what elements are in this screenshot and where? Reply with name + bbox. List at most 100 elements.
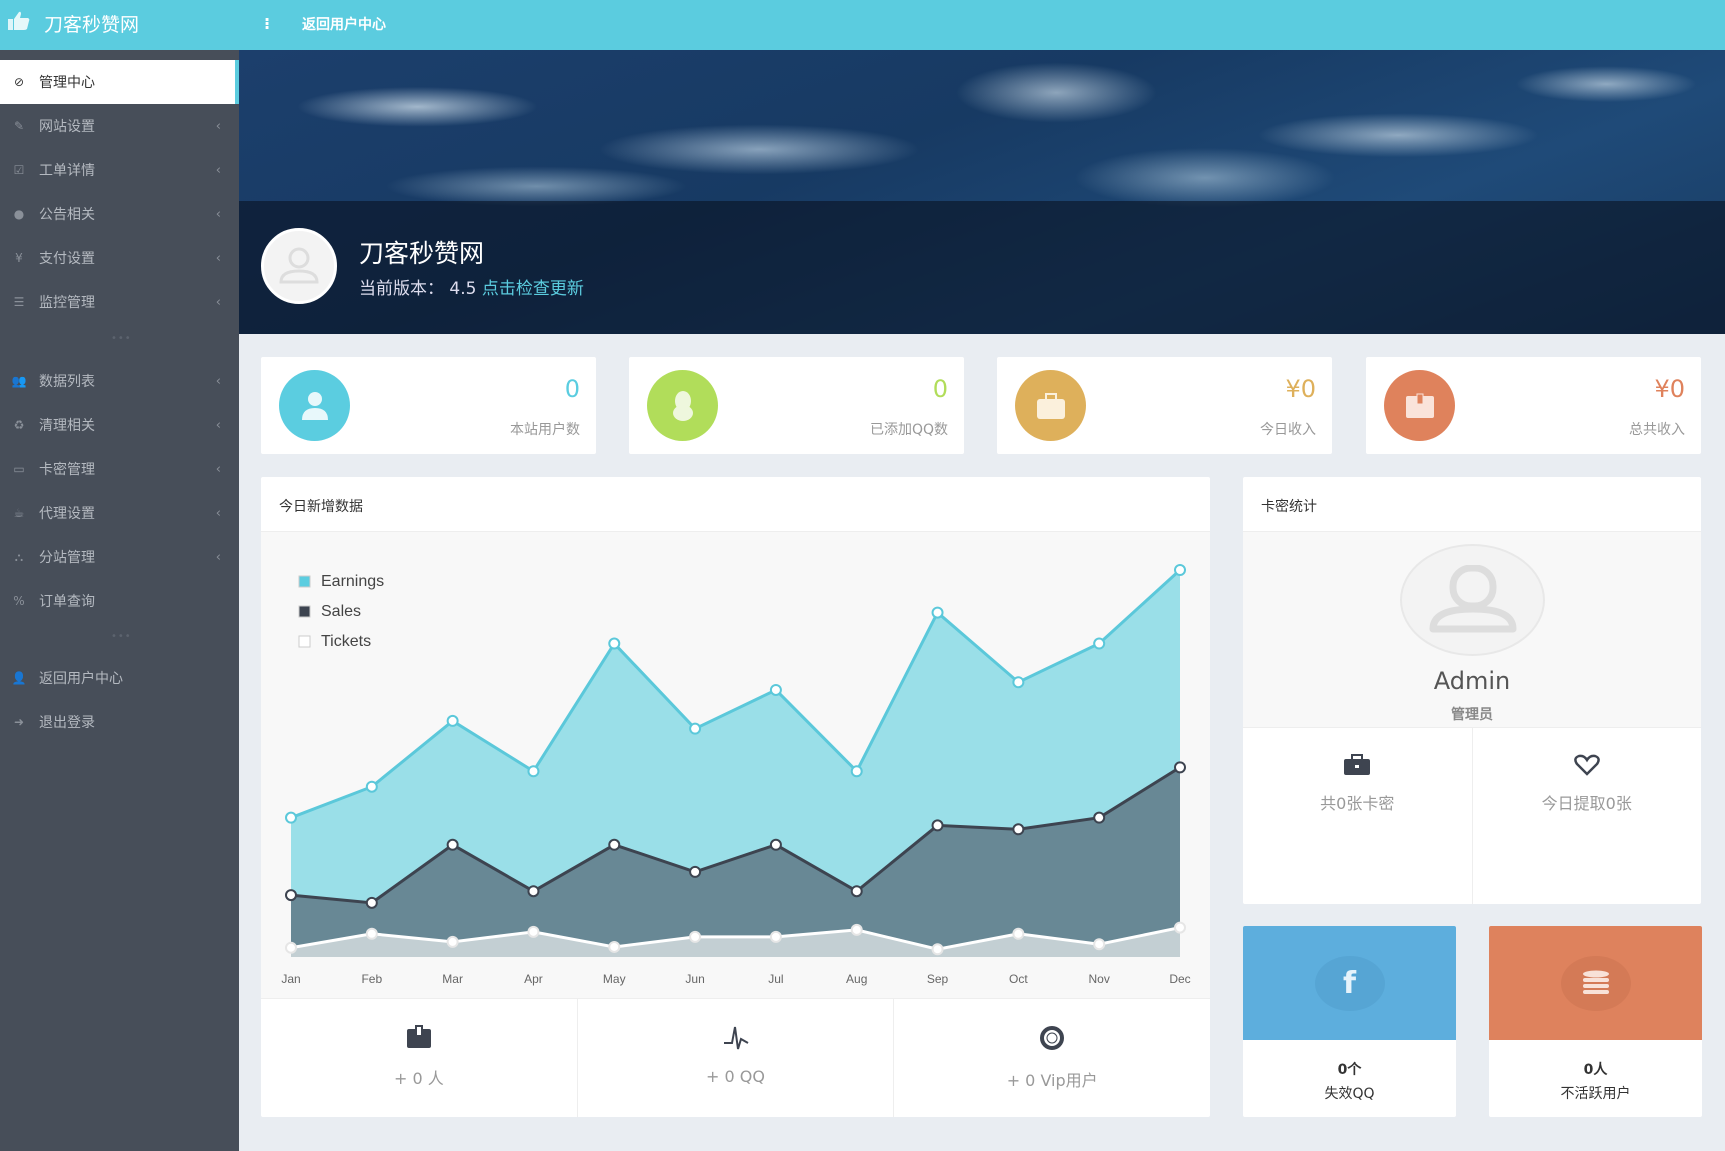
sidebar-item-label: 管理中心 [39, 75, 95, 91]
stat-card-users: 0 本站用户数 [261, 357, 596, 454]
coffee-icon: ☕ [13, 506, 25, 520]
sidebar-item-logout[interactable]: ➜ 退出登录 [0, 700, 239, 744]
compass-icon: ⊘ [13, 75, 25, 89]
sidebar-item-tickets[interactable]: ☑ 工单详情 ‹ [0, 148, 239, 192]
stat-value: 0 [564, 375, 580, 403]
sidebar-item-data-list[interactable]: 👥 数据列表 ‹ [0, 359, 239, 403]
x-tick-label: Nov [1089, 972, 1110, 986]
x-tick-label: Jul [768, 972, 783, 986]
card-stats: 共0张卡密 今日提取0张 [1243, 728, 1701, 904]
credit-card-icon: ▭ [13, 462, 25, 476]
stat-label: + 0 人 [393, 1069, 444, 1088]
stat-label: + 0 QQ [706, 1067, 765, 1086]
point-tickets-dec [1174, 921, 1186, 934]
sidebar-item-user-center[interactable]: 👤 返回用户中心 [0, 656, 239, 700]
panel-title: 卡密统计 [1243, 477, 1701, 532]
x-tick-label: Jan [281, 972, 300, 986]
x-tick-label: Apr [524, 972, 543, 986]
line-sales [290, 766, 1181, 905]
facebook-icon: f [1314, 955, 1385, 1011]
check-update-link[interactable]: 点击检查更新 [481, 279, 584, 299]
sidebar-item-label: 工单详情 [39, 163, 95, 179]
site-avatar [261, 228, 337, 304]
admin-name: Admin [1433, 667, 1511, 695]
sidebar-item-label: 代理设置 [39, 506, 95, 522]
sidebar-item-site-settings[interactable]: ✎ 网站设置 ‹ [0, 104, 239, 148]
admin-avatar [1400, 544, 1545, 656]
sidebar: ⊘ 管理中心 ✎ 网站设置 ‹ ☑ 工单详情 ‹ ● 公告相关 ‹ ¥ 支付设置 ‹ ☰ 监控管理 ‹… [0, 50, 239, 1151]
sidebar-item-label: 网站设置 [39, 119, 95, 135]
version-label: 当前版本： [359, 279, 444, 299]
stat-card-total-income: ¥0 总共收入 [1366, 357, 1701, 454]
divider-dots: ••• [111, 631, 132, 642]
divider-dots: ••• [111, 333, 132, 344]
point-sales-feb [365, 896, 378, 909]
stat-label: 本站用户数 [510, 422, 580, 438]
point-earnings-mar [446, 714, 459, 727]
top-header: 刀客秒赞网 ⁝ 返回用户中心 [0, 0, 1725, 50]
tile-count: 0个 [1337, 1062, 1362, 1078]
sidebar-item-announcements[interactable]: ● 公告相关 ‹ [0, 192, 239, 236]
point-earnings-jun [689, 722, 702, 735]
legend-swatch [298, 575, 311, 588]
tile-label: 失效QQ [1324, 1086, 1375, 1102]
sidebar-item-label: 公告相关 [39, 207, 95, 223]
point-earnings-sep [931, 606, 944, 619]
sidebar-item-label: 清理相关 [39, 418, 95, 434]
point-sales-may [608, 838, 621, 851]
stat-card-qq: 0 已添加QQ数 [629, 357, 964, 454]
admin-role: 管理员 [1451, 707, 1493, 723]
recycle-icon: ♻ [13, 418, 25, 432]
sidebar-item-agents[interactable]: ☕ 代理设置 ‹ [0, 491, 239, 535]
sidebar-item-label: 退出登录 [39, 715, 95, 731]
point-earnings-nov [1093, 637, 1106, 650]
point-sales-apr [527, 885, 540, 898]
legend-swatch [298, 605, 311, 618]
sign-out-icon: ➜ [13, 715, 25, 729]
new-qq-stat: + 0 QQ [578, 999, 895, 1117]
point-sales-nov [1093, 811, 1106, 824]
users-icon: 👥 [11, 374, 27, 388]
legend-swatch [298, 635, 311, 648]
database-icon [1560, 955, 1631, 1011]
x-tick-label: Jun [685, 972, 704, 986]
sidebar-item-orders[interactable]: % 订单查询 [0, 579, 239, 623]
profile-banner: 刀客秒赞网 当前版本： 4.5 点击检查更新 [239, 50, 1725, 334]
qq-penguin-icon [647, 370, 718, 441]
briefcase-icon [1344, 754, 1371, 775]
pulse-icon [723, 1026, 748, 1050]
sidebar-item-label: 监控管理 [39, 295, 95, 311]
sidebar-item-card-keys[interactable]: ▭ 卡密管理 ‹ [0, 447, 239, 491]
tile-count: 0人 [1583, 1062, 1608, 1078]
legend-label: Earnings [321, 573, 384, 590]
sidebar-item-label: 卡密管理 [39, 462, 95, 478]
invalid-qq-tile: f 0个 失效QQ [1243, 926, 1456, 1117]
point-sales-aug [850, 885, 863, 898]
sidebar-item-substations[interactable]: ⛬ 分站管理 ‹ [0, 535, 239, 579]
logo[interactable]: 刀客秒赞网 [8, 10, 139, 37]
sidebar-item-dashboard[interactable]: ⊘ 管理中心 [0, 60, 239, 104]
back-to-user-center-link[interactable]: 返回用户中心 [302, 17, 386, 33]
sidebar-item-monitoring[interactable]: ☰ 监控管理 ‹ [0, 280, 239, 324]
checkbox-icon: ☑ [13, 163, 25, 177]
point-tickets-jun [689, 930, 702, 943]
point-tickets-oct [1012, 927, 1025, 940]
stat-card-today-income: ¥0 今日收入 [997, 357, 1332, 454]
user-icon [1429, 565, 1516, 633]
stat-label: 今日收入 [1260, 422, 1316, 438]
site-title: 刀客秒赞网 [359, 239, 485, 268]
stat-label: 已添加QQ数 [869, 422, 948, 438]
point-tickets-sep [931, 943, 944, 956]
menu-toggle-icon[interactable]: ⁝ [264, 14, 271, 33]
briefcase-icon [1015, 370, 1086, 441]
x-tick-label: Aug [846, 972, 867, 986]
point-sales-sep [931, 819, 944, 832]
chevron-left-icon: ‹ [215, 250, 221, 266]
stat-label: 总共收入 [1629, 422, 1685, 438]
sidebar-item-cleanup[interactable]: ♻ 清理相关 ‹ [0, 403, 239, 447]
point-sales-oct [1012, 823, 1025, 836]
chevron-left-icon: ‹ [215, 162, 221, 178]
percent-icon: % [13, 594, 25, 608]
sidebar-item-payment[interactable]: ¥ 支付设置 ‹ [0, 236, 239, 280]
today-extracted-stat: 今日提取0张 [1473, 728, 1702, 904]
